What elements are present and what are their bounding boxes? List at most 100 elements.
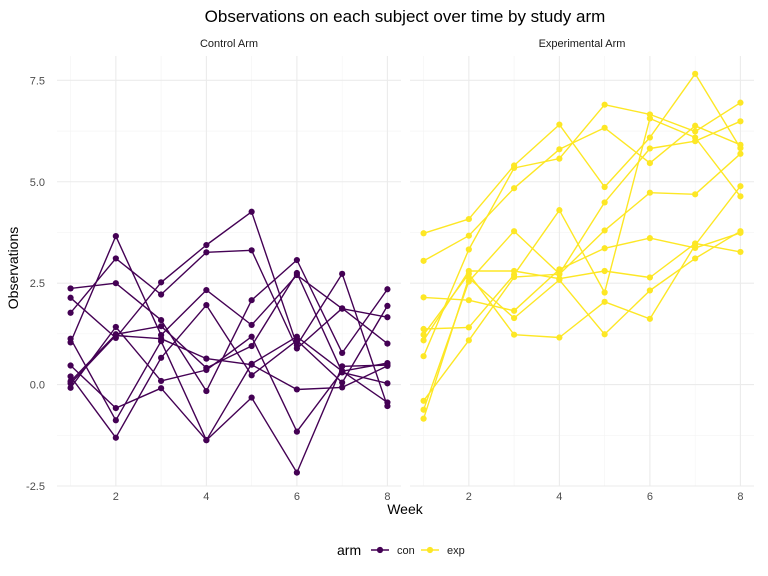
data-point-con-5 [112, 405, 119, 412]
panels: Control Arm 2 4 6 8 -2.5 0.0 2.5 5.0 7.5 Experimen… [26, 38, 754, 503]
series-line-con-4 [69, 235, 388, 343]
data-point-exp-7 [692, 134, 699, 141]
data-point-con-4 [248, 321, 255, 329]
data-point-exp-3 [465, 297, 472, 304]
data-point-exp-9 [511, 273, 518, 281]
data-point-con-6 [248, 297, 255, 304]
data-point-con-9 [384, 380, 391, 387]
data-point-exp-10 [465, 270, 472, 277]
data-point-exp-1 [511, 185, 518, 192]
series-line-con-9 [70, 272, 388, 385]
data-point-con-8 [248, 333, 255, 340]
data-point-con-10 [339, 270, 346, 277]
data-point-con-10 [67, 294, 74, 301]
data-point-con-10 [158, 279, 165, 286]
series-group [420, 70, 744, 422]
gridlines [410, 56, 754, 487]
data-point-exp-4 [646, 145, 653, 152]
panel-exp: Experimental Arm 2 4 6 8 [410, 38, 754, 503]
data-point-con-5 [293, 469, 300, 476]
data-point-exp-3 [737, 229, 744, 236]
data-point-exp-1 [420, 257, 427, 264]
data-point-con-7 [293, 386, 300, 393]
data-point-exp-6 [420, 230, 427, 237]
data-point-con-8 [112, 323, 119, 331]
data-point-exp-3 [646, 235, 653, 242]
data-point-con-4 [384, 314, 391, 321]
data-point-con-7 [339, 384, 346, 391]
data-point-exp-6 [692, 70, 699, 77]
data-point-con-3 [67, 309, 74, 316]
data-point-con-8 [158, 377, 165, 385]
data-point-exp-7 [601, 289, 608, 296]
series-line-con-10 [70, 211, 389, 407]
series-line-exp-5 [422, 102, 741, 357]
data-point-con-6 [203, 387, 210, 395]
data-point-exp-8 [737, 248, 744, 256]
series-line-exp-8 [423, 242, 741, 341]
legend: arm con exp [337, 542, 465, 558]
data-point-con-1 [248, 372, 255, 379]
data-point-exp-9 [420, 397, 427, 404]
data-point-con-10 [384, 402, 391, 410]
legend-entry-con: con [371, 545, 415, 557]
series-line-con-3 [70, 249, 388, 350]
chart-title: Observations on each subject over time b… [205, 7, 606, 26]
data-point-con-6 [384, 286, 391, 293]
data-point-con-3 [203, 249, 210, 256]
y-axis-title: Observations [5, 227, 21, 309]
data-point-exp-9 [737, 150, 744, 157]
data-point-exp-1 [601, 124, 608, 131]
data-point-exp-10 [556, 334, 563, 341]
series-line-exp-6 [423, 73, 741, 234]
data-point-exp-4 [420, 406, 427, 413]
strip-label: Experimental Arm [539, 38, 626, 50]
data-point-exp-5 [601, 101, 608, 108]
data-point-con-10 [248, 208, 255, 215]
data-point-exp-9 [601, 227, 608, 234]
data-point-exp-2 [511, 314, 518, 322]
data-point-con-6 [67, 285, 74, 292]
legend-label: con [397, 545, 415, 557]
data-point-exp-4 [465, 278, 472, 285]
data-point-exp-2 [692, 255, 699, 262]
data-point-con-1 [384, 302, 391, 309]
data-point-con-4 [203, 286, 210, 294]
x-tick-label: 4 [203, 491, 209, 503]
data-point-exp-9 [646, 189, 653, 196]
data-point-exp-10 [420, 331, 427, 338]
data-point-con-6 [339, 349, 346, 357]
strip-label: Control Arm [200, 38, 258, 50]
data-point-con-1 [158, 354, 165, 361]
gridlines [57, 56, 401, 487]
data-point-exp-8 [420, 337, 427, 344]
data-point-con-5 [248, 394, 255, 401]
series-line-exp-4 [422, 120, 741, 410]
data-point-con-5 [203, 437, 210, 444]
data-point-exp-10 [511, 331, 518, 338]
series-line-con-1 [70, 304, 389, 439]
series-line-exp-7 [423, 117, 741, 330]
data-point-con-3 [112, 255, 119, 262]
series-line-con-5 [70, 364, 388, 474]
series-line-con-8 [70, 326, 388, 433]
y-tick-label: 5.0 [30, 177, 45, 189]
data-point-con-9 [158, 323, 165, 330]
data-point-exp-5 [737, 99, 744, 106]
data-point-con-5 [158, 385, 165, 392]
data-point-exp-10 [692, 241, 699, 249]
y-tick-label: 7.5 [30, 75, 45, 87]
series-group [67, 208, 391, 476]
data-point-exp-3 [556, 266, 563, 273]
data-point-exp-9 [556, 271, 563, 278]
data-point-exp-7 [556, 207, 563, 214]
data-point-exp-2 [601, 331, 608, 338]
data-point-con-4 [112, 233, 119, 240]
panel-con: Control Arm 2 4 6 8 -2.5 0.0 2.5 5.0 7.5 [26, 38, 401, 503]
data-point-exp-4 [737, 118, 744, 125]
data-point-con-7 [384, 362, 391, 370]
data-point-con-9 [203, 364, 210, 372]
data-point-exp-3 [601, 245, 608, 252]
data-point-con-7 [158, 335, 165, 342]
data-point-exp-8 [511, 267, 518, 275]
